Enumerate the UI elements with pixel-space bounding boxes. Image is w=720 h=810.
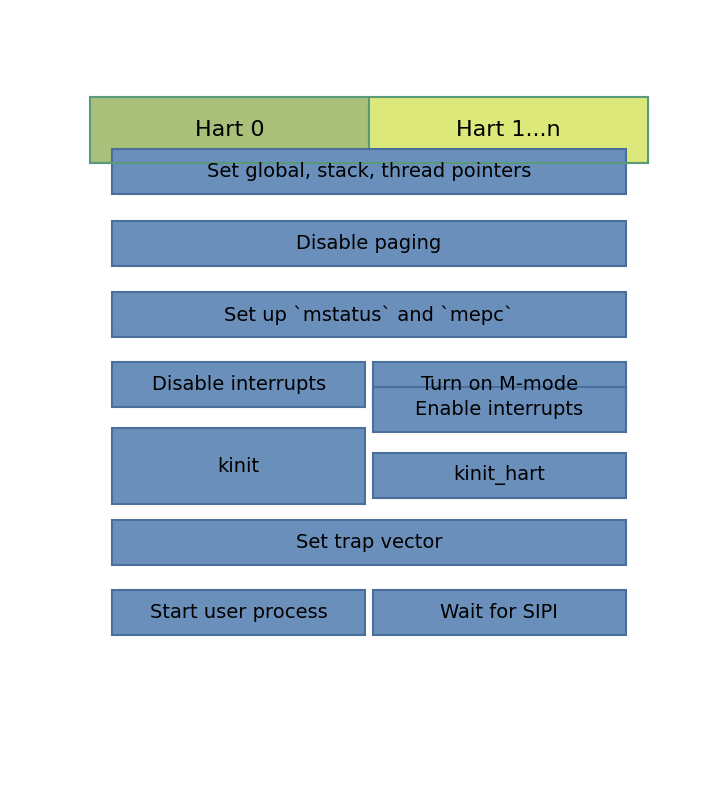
FancyBboxPatch shape xyxy=(112,292,626,337)
Text: Set up `mstatus` and `mepc`: Set up `mstatus` and `mepc` xyxy=(224,305,514,325)
FancyBboxPatch shape xyxy=(90,97,369,163)
Text: Start user process: Start user process xyxy=(150,603,328,622)
Text: Set global, stack, thread pointers: Set global, stack, thread pointers xyxy=(207,162,531,181)
FancyBboxPatch shape xyxy=(112,362,365,407)
Text: Wait for SIPI: Wait for SIPI xyxy=(441,603,559,622)
Text: Disable paging: Disable paging xyxy=(297,233,441,253)
Text: Set trap vector: Set trap vector xyxy=(296,533,442,552)
Text: kinit: kinit xyxy=(217,457,260,476)
FancyBboxPatch shape xyxy=(112,220,626,266)
FancyBboxPatch shape xyxy=(373,453,626,497)
FancyBboxPatch shape xyxy=(373,387,626,432)
Text: Enable interrupts: Enable interrupts xyxy=(415,400,583,419)
Text: Hart 0: Hart 0 xyxy=(194,120,264,140)
FancyBboxPatch shape xyxy=(112,428,365,505)
Text: Hart 1...n: Hart 1...n xyxy=(456,120,561,140)
FancyBboxPatch shape xyxy=(112,520,626,565)
Text: Turn on M-mode: Turn on M-mode xyxy=(421,375,578,394)
FancyBboxPatch shape xyxy=(373,362,626,407)
Text: Disable interrupts: Disable interrupts xyxy=(151,375,325,394)
FancyBboxPatch shape xyxy=(369,97,648,163)
Text: kinit_hart: kinit_hart xyxy=(454,465,545,485)
FancyBboxPatch shape xyxy=(373,590,626,635)
FancyBboxPatch shape xyxy=(112,149,626,194)
FancyBboxPatch shape xyxy=(112,590,365,635)
